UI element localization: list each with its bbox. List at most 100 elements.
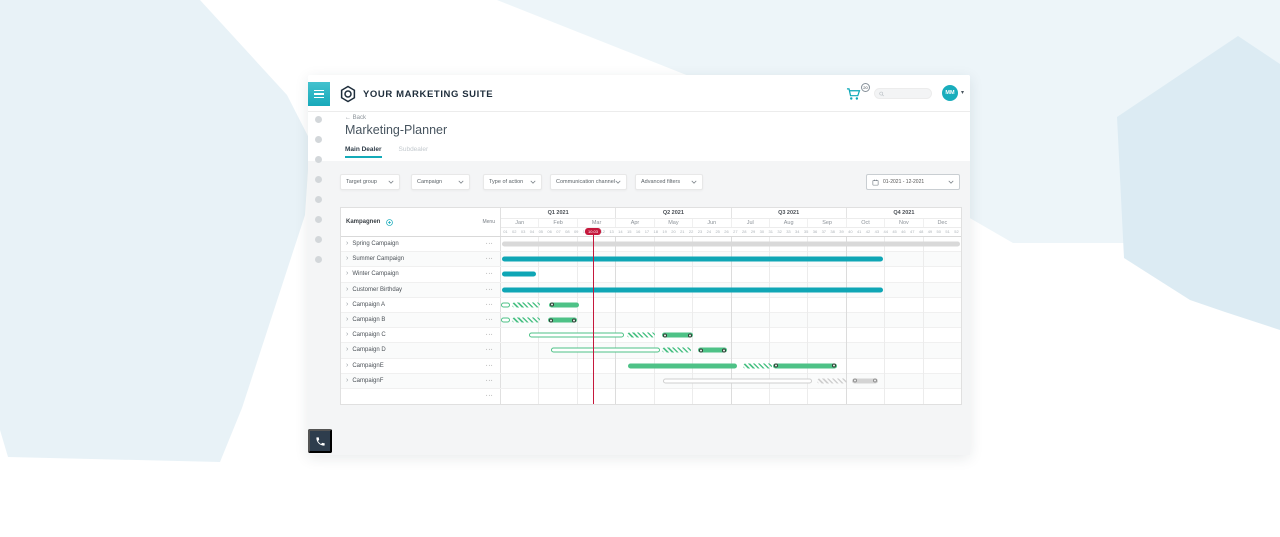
avatar-caret-down-icon[interactable]: ▾ <box>961 90 965 96</box>
row-menu-button[interactable]: ··· <box>479 252 501 267</box>
contact-phone-button[interactable] <box>308 429 332 453</box>
chevron-right-icon[interactable]: › <box>346 240 349 248</box>
month-label: Dec <box>937 220 948 226</box>
tab-subdealer[interactable]: Subdealer <box>398 146 429 153</box>
quarter-label: Q2 2021 <box>616 208 732 218</box>
date-range-picker[interactable]: 01-2021 - 12-2021 <box>866 174 960 190</box>
chevron-down-icon <box>458 180 464 184</box>
row-menu-button[interactable]: ··· <box>479 388 501 405</box>
row-menu-button[interactable]: ··· <box>479 343 501 358</box>
campaign-row[interactable]: › Campaign B ··· <box>341 312 961 329</box>
plus-circle-icon <box>386 218 394 226</box>
week-number: 35 <box>803 229 809 234</box>
gantt-bar-hatch[interactable] <box>743 363 773 369</box>
campaign-row[interactable]: › Campaign C ··· <box>341 328 961 344</box>
quarter-label: Q4 2021 <box>893 210 915 216</box>
gantt-bar-outline[interactable] <box>662 378 812 384</box>
week-number: 12 <box>600 229 605 234</box>
gantt-bar-bar[interactable] <box>502 287 883 293</box>
gantt-bar-dots[interactable] <box>697 347 728 353</box>
bar-endpoint-dot <box>852 378 857 383</box>
filter-target-group[interactable]: Target group <box>340 174 400 190</box>
filter-label: Type of action <box>489 179 524 185</box>
row-menu-button[interactable]: ··· <box>479 282 501 297</box>
gantt-bar-outline[interactable] <box>551 347 661 353</box>
chevron-right-icon[interactable]: › <box>346 316 349 324</box>
gantt-bar-dots[interactable] <box>773 363 837 369</box>
gantt-bar-hatch[interactable] <box>512 317 540 323</box>
bar-endpoint-dot <box>873 378 878 383</box>
gantt-bar-hatch[interactable] <box>627 332 656 338</box>
campaign-row[interactable]: › CampaignF ··· <box>341 373 961 389</box>
chevron-right-icon[interactable]: › <box>346 331 349 339</box>
app-bar: YOUR MARKETING SUITE 20 MM ▾ <box>308 75 970 112</box>
chevron-right-icon[interactable]: › <box>346 376 349 384</box>
filter-communication-channel[interactable]: Communication channel <box>550 174 627 190</box>
week-number: 27 <box>733 229 738 234</box>
row-menu-button[interactable]: ··· <box>479 328 501 343</box>
search-box[interactable] <box>874 88 932 99</box>
campaign-row[interactable]: › Customer Birthday ··· <box>341 282 961 298</box>
gantt-bar-bar[interactable] <box>502 271 537 277</box>
row-menu-button[interactable]: ··· <box>479 358 501 373</box>
bar-endpoint-dot <box>663 333 668 338</box>
week-number: 09 <box>573 229 579 234</box>
gantt-bar-outline[interactable] <box>529 332 624 338</box>
bar-endpoint-dot <box>722 348 727 353</box>
menu-toggle-button[interactable] <box>308 82 330 106</box>
chevron-right-icon[interactable]: › <box>346 300 349 308</box>
campaign-row[interactable]: › Campaign D ··· <box>341 343 961 359</box>
chevron-right-icon[interactable]: › <box>346 255 349 263</box>
gantt-bar-bar[interactable] <box>502 256 883 262</box>
filter-advanced-filters[interactable]: Advanced filters <box>635 174 703 190</box>
chevron-right-icon[interactable]: › <box>346 285 349 293</box>
chevron-right-icon[interactable]: › <box>346 361 349 369</box>
chevron-right-icon[interactable]: › <box>346 270 349 278</box>
row-menu-button[interactable]: ··· <box>479 237 501 252</box>
week-number: 50 <box>936 229 941 234</box>
campaign-row[interactable]: › Campaign A ··· <box>341 297 961 313</box>
gantt-bar-dots[interactable] <box>851 378 879 384</box>
campaign-row[interactable]: › Spring Campaign ··· <box>341 237 961 253</box>
avatar[interactable]: MM <box>942 85 958 101</box>
row-menu-button[interactable]: ··· <box>479 312 501 328</box>
gantt-bar-hatch[interactable] <box>512 302 540 308</box>
filter-type-of-action[interactable]: Type of action <box>483 174 542 190</box>
week-number: 20 <box>671 229 676 234</box>
campaign-row[interactable]: › Summer Campaign ··· <box>341 252 961 268</box>
search-input[interactable] <box>884 90 927 97</box>
week-number: 08 <box>565 229 570 234</box>
gantt-bar-dots[interactable] <box>548 317 577 323</box>
campaign-row[interactable]: › Winter Campaign ··· <box>341 267 961 283</box>
weeks-row: 0102030405060708091011121314151617181920… <box>501 228 961 236</box>
planner-panel: Target group Campaign Type of action Com… <box>308 161 970 455</box>
tab-main-dealer[interactable]: Main Dealer <box>345 146 382 158</box>
chevron-right-icon[interactable]: › <box>346 346 349 354</box>
campaign-name: Summer Campaign <box>352 256 405 263</box>
bar-endpoint-dot <box>698 348 703 353</box>
month-label: Feb <box>539 219 578 227</box>
gantt-bar-outline[interactable] <box>501 302 511 308</box>
row-menu-button[interactable]: ··· <box>479 297 501 312</box>
campaign-row[interactable]: › CampaignE ··· <box>341 358 961 374</box>
filter-campaign[interactable]: Campaign <box>411 174 470 190</box>
gantt-bar-hatch[interactable] <box>662 347 691 353</box>
week-number: 06 <box>547 229 552 234</box>
gantt-bar-bar[interactable] <box>627 363 738 369</box>
chevron-down-icon <box>530 180 536 184</box>
add-campaign-button[interactable] <box>386 218 394 226</box>
gantt-bar-outline[interactable] <box>501 317 511 323</box>
gantt-bar-dots[interactable] <box>549 302 580 308</box>
cart-button[interactable]: 20 <box>846 83 870 101</box>
gantt-bar-bar[interactable] <box>502 241 960 247</box>
row-menu-button[interactable]: ··· <box>479 267 501 282</box>
campaign-row[interactable]: ··· <box>341 388 961 405</box>
rail-dot <box>315 116 322 123</box>
row-menu-button[interactable]: ··· <box>479 373 501 388</box>
tab-bar: Main Dealer Subdealer <box>345 146 428 158</box>
back-link[interactable]: ← Back <box>345 115 367 121</box>
cart-badge: 20 <box>861 83 870 92</box>
week-number: 01 <box>503 229 508 234</box>
gantt-bar-dots[interactable] <box>662 332 693 338</box>
gantt-bar-hatch[interactable] <box>817 378 848 384</box>
